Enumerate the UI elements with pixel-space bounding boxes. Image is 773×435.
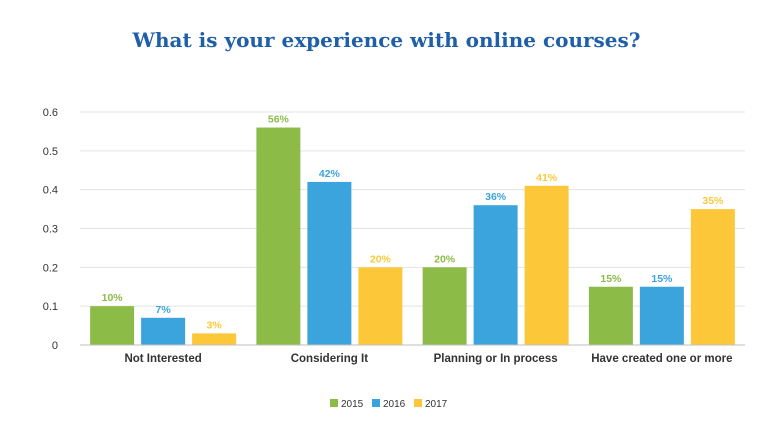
chart-title: What is your experience with online cour… [132,28,641,52]
data-label: 20% [434,253,456,265]
data-label: 15% [651,273,673,285]
y-tick-label: 0.2 [43,262,58,274]
legend-label: 2017 [425,399,448,410]
y-tick-label: 0.4 [43,185,58,197]
bar [473,205,518,345]
y-tick-label: 0.6 [43,107,58,119]
y-tick-label: 0.1 [43,301,58,313]
bar [422,267,467,345]
bar [524,185,569,345]
data-label: 3% [207,319,223,331]
data-label: 36% [485,191,507,203]
x-category-label: Have created one or more [591,353,732,365]
bar [141,317,186,345]
legend-swatch [414,399,422,407]
data-label: 42% [319,168,341,180]
data-label: 56% [268,114,290,126]
y-tick-label: 0 [52,340,58,352]
y-tick-label: 0.5 [43,146,58,158]
x-category-label: Considering It [291,353,368,365]
bar [256,127,301,346]
x-category-label: Not Interested [124,353,201,365]
legend-label: 2015 [341,399,364,410]
data-label: 35% [702,195,724,207]
y-tick-label: 0.3 [43,224,58,236]
bar [90,306,135,345]
legend-label: 2016 [383,399,406,410]
bar [588,286,633,345]
data-label: 10% [102,292,124,304]
bar [307,181,352,345]
x-category-label: Planning or In process [434,353,558,365]
data-label: 20% [370,253,392,265]
data-label: 41% [536,172,558,184]
data-label: 15% [600,273,622,285]
bar [639,286,684,345]
legend-swatch [372,399,380,407]
data-label: 7% [156,304,172,316]
bar [690,209,735,345]
legend-swatch [330,399,338,407]
bar [358,267,403,345]
bar [192,333,237,345]
